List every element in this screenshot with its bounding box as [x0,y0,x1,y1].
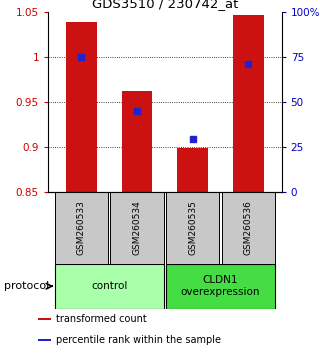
Text: transformed count: transformed count [56,314,147,324]
Bar [55,192,108,264]
Bar [66,23,97,192]
Bar [221,192,275,264]
Bar [166,192,219,264]
Bar [122,91,152,192]
Text: percentile rank within the sample: percentile rank within the sample [56,335,221,345]
Bar [177,148,208,192]
Bar [55,264,164,309]
Text: GSM260533: GSM260533 [77,200,86,255]
Bar [233,15,264,192]
Text: GSM260534: GSM260534 [132,200,141,255]
Text: CLDN1
overexpression: CLDN1 overexpression [181,275,260,297]
Bar [38,339,51,341]
Title: GDS3510 / 230742_at: GDS3510 / 230742_at [92,0,238,11]
Text: protocol: protocol [4,281,49,291]
Text: GSM260536: GSM260536 [244,200,253,255]
Bar [38,318,51,320]
Text: control: control [91,281,127,291]
Text: GSM260535: GSM260535 [188,200,197,255]
Bar [166,264,275,309]
Bar [110,192,164,264]
